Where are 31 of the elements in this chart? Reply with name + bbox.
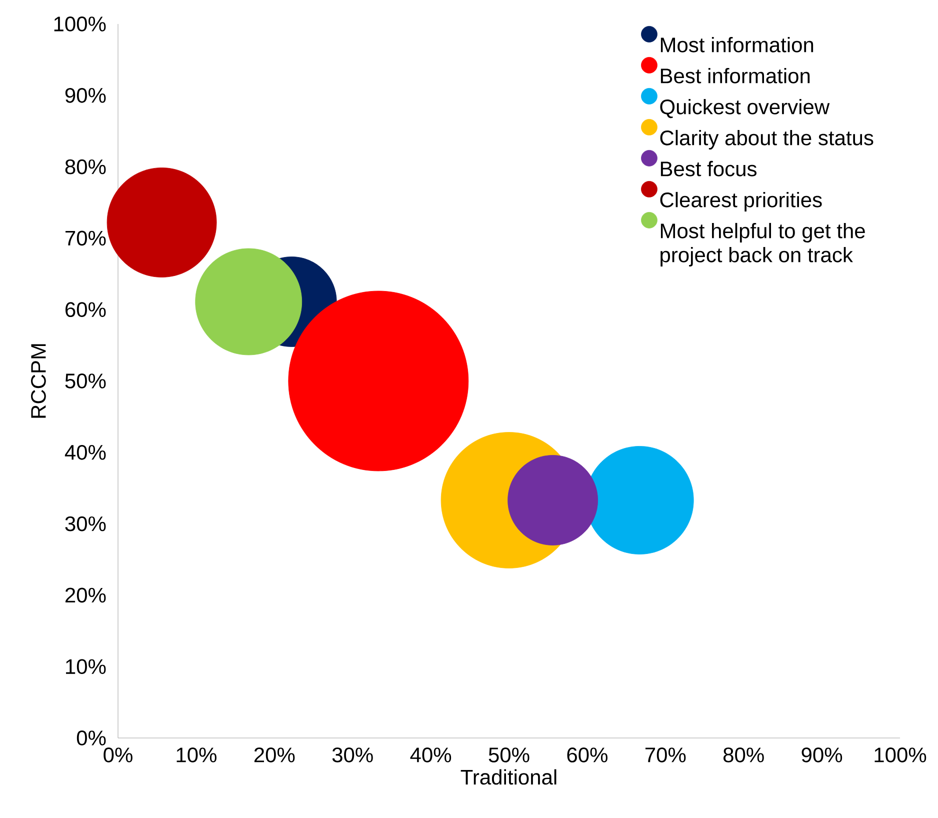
y-tick-label: 20% bbox=[65, 588, 106, 603]
x-tick-label: 50% bbox=[488, 748, 530, 762]
legend-label: Quickest overview bbox=[660, 98, 830, 118]
legend-label: Best information bbox=[660, 68, 810, 84]
legend-label: Most helpful to get the project back on track bbox=[660, 222, 865, 267]
x-tick-label: 60% bbox=[567, 748, 608, 762]
x-tick-label: 30% bbox=[332, 748, 373, 762]
y-tick-label: 40% bbox=[64, 444, 106, 460]
x-tick-label: 40% bbox=[410, 748, 452, 762]
y-tick-label: 10% bbox=[66, 659, 106, 674]
x-tick-label: 0% bbox=[104, 748, 132, 762]
x-tick-label: 100% bbox=[874, 748, 926, 762]
legend-label: Most information bbox=[660, 36, 814, 52]
y-tick-label: 100% bbox=[54, 16, 106, 32]
y-tick-label: 70% bbox=[66, 230, 106, 246]
legend-label: Best focus bbox=[660, 160, 756, 176]
y-tick-label: 90% bbox=[65, 88, 106, 103]
x-tick-label: 70% bbox=[645, 748, 686, 762]
x-tick-label: 90% bbox=[802, 748, 842, 762]
y-tick-label: 50% bbox=[65, 374, 106, 388]
y-tick-label: 0% bbox=[76, 730, 106, 746]
legend-label: Clearest priorities bbox=[660, 192, 822, 212]
y-tick-label: 30% bbox=[65, 516, 106, 532]
y-axis-title: RCCPM bbox=[31, 344, 46, 418]
x-tick-label: 80% bbox=[723, 748, 764, 762]
x-tick-label: 10% bbox=[176, 748, 216, 762]
x-axis-title: Traditional bbox=[460, 769, 556, 785]
y-tick-label: 60% bbox=[66, 302, 106, 318]
x-tick-label: 20% bbox=[254, 748, 295, 762]
y-tick-label: 80% bbox=[65, 159, 106, 174]
legend-label: Clarity about the status bbox=[660, 130, 874, 150]
